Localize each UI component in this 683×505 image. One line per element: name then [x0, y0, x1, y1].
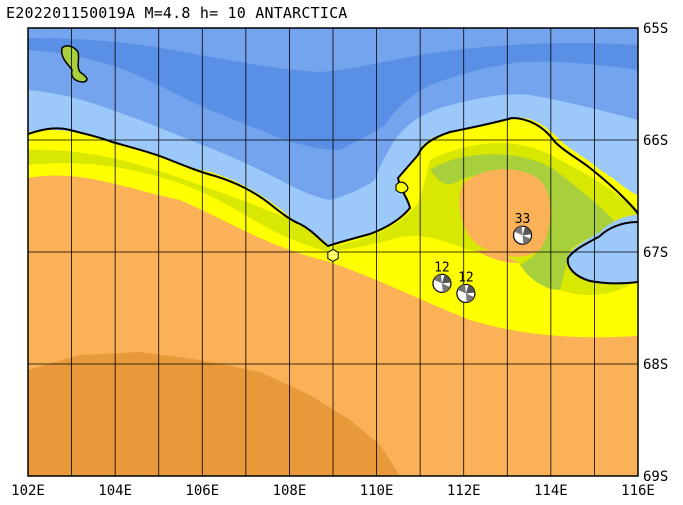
epicenter-marker[interactable]: [327, 248, 339, 262]
longitude-tick-label: 110E: [360, 483, 394, 499]
beachball-compression-quadrant: [457, 284, 466, 294]
longitude-tick-label: 108E: [273, 483, 307, 499]
longitude-tick-label: 116E: [621, 483, 655, 499]
longitude-tick-label: 106E: [185, 483, 219, 499]
beachball-compression-quadrant: [441, 283, 451, 293]
bay-coastline: [566, 221, 638, 285]
beachball-compression-quadrant: [522, 235, 531, 245]
map-frame: [27, 27, 639, 477]
event-label: 33: [515, 212, 531, 227]
longitude-labels: 102E 104E 106E 108E 110E 112E 114E 116E: [11, 483, 655, 499]
coastal-bay: [567, 215, 638, 285]
beachball-compression-quadrant: [514, 226, 523, 236]
coastline: [28, 116, 638, 248]
ice-sheet-green-zone: [430, 154, 615, 290]
beachball-compression-quadrant: [465, 284, 475, 294]
latitude-tick-label: 67S: [643, 245, 668, 261]
longitude-tick-label: 104E: [98, 483, 132, 499]
latitude-tick-label: 69S: [643, 469, 668, 485]
beachball-compression-quadrant: [441, 274, 451, 284]
map-title: E202201150019A M=4.8 h= 10 ANTARCTICA: [6, 4, 348, 22]
event-label: 12: [458, 270, 474, 285]
latitude-tick-label: 66S: [643, 133, 668, 149]
focal-mechanism-beachball[interactable]: 12: [456, 270, 476, 304]
focal-mechanism-beachball[interactable]: 12: [432, 260, 452, 293]
longitude-tick-label: 102E: [11, 483, 45, 499]
latitude-tick-label: 65S: [643, 21, 668, 37]
island: [60, 45, 88, 83]
beachball-compression-quadrant: [465, 293, 474, 303]
ice-sheet-highest-zone: [28, 352, 400, 476]
longitude-tick-label: 114E: [534, 483, 568, 499]
beachball-compression-quadrant: [522, 226, 532, 236]
beachball-compression-quadrant: [433, 274, 442, 284]
longitude-tick-label: 112E: [447, 483, 481, 499]
event-label: 12: [434, 260, 450, 275]
focal-mechanism-beachball[interactable]: 33: [512, 212, 533, 245]
latitude-labels: 65S 66S 67S 68S 69S: [643, 21, 668, 485]
latitude-tick-label: 68S: [643, 357, 668, 373]
small-islet: [395, 181, 409, 194]
focal-mechanisms: 33 12 12: [432, 212, 533, 304]
